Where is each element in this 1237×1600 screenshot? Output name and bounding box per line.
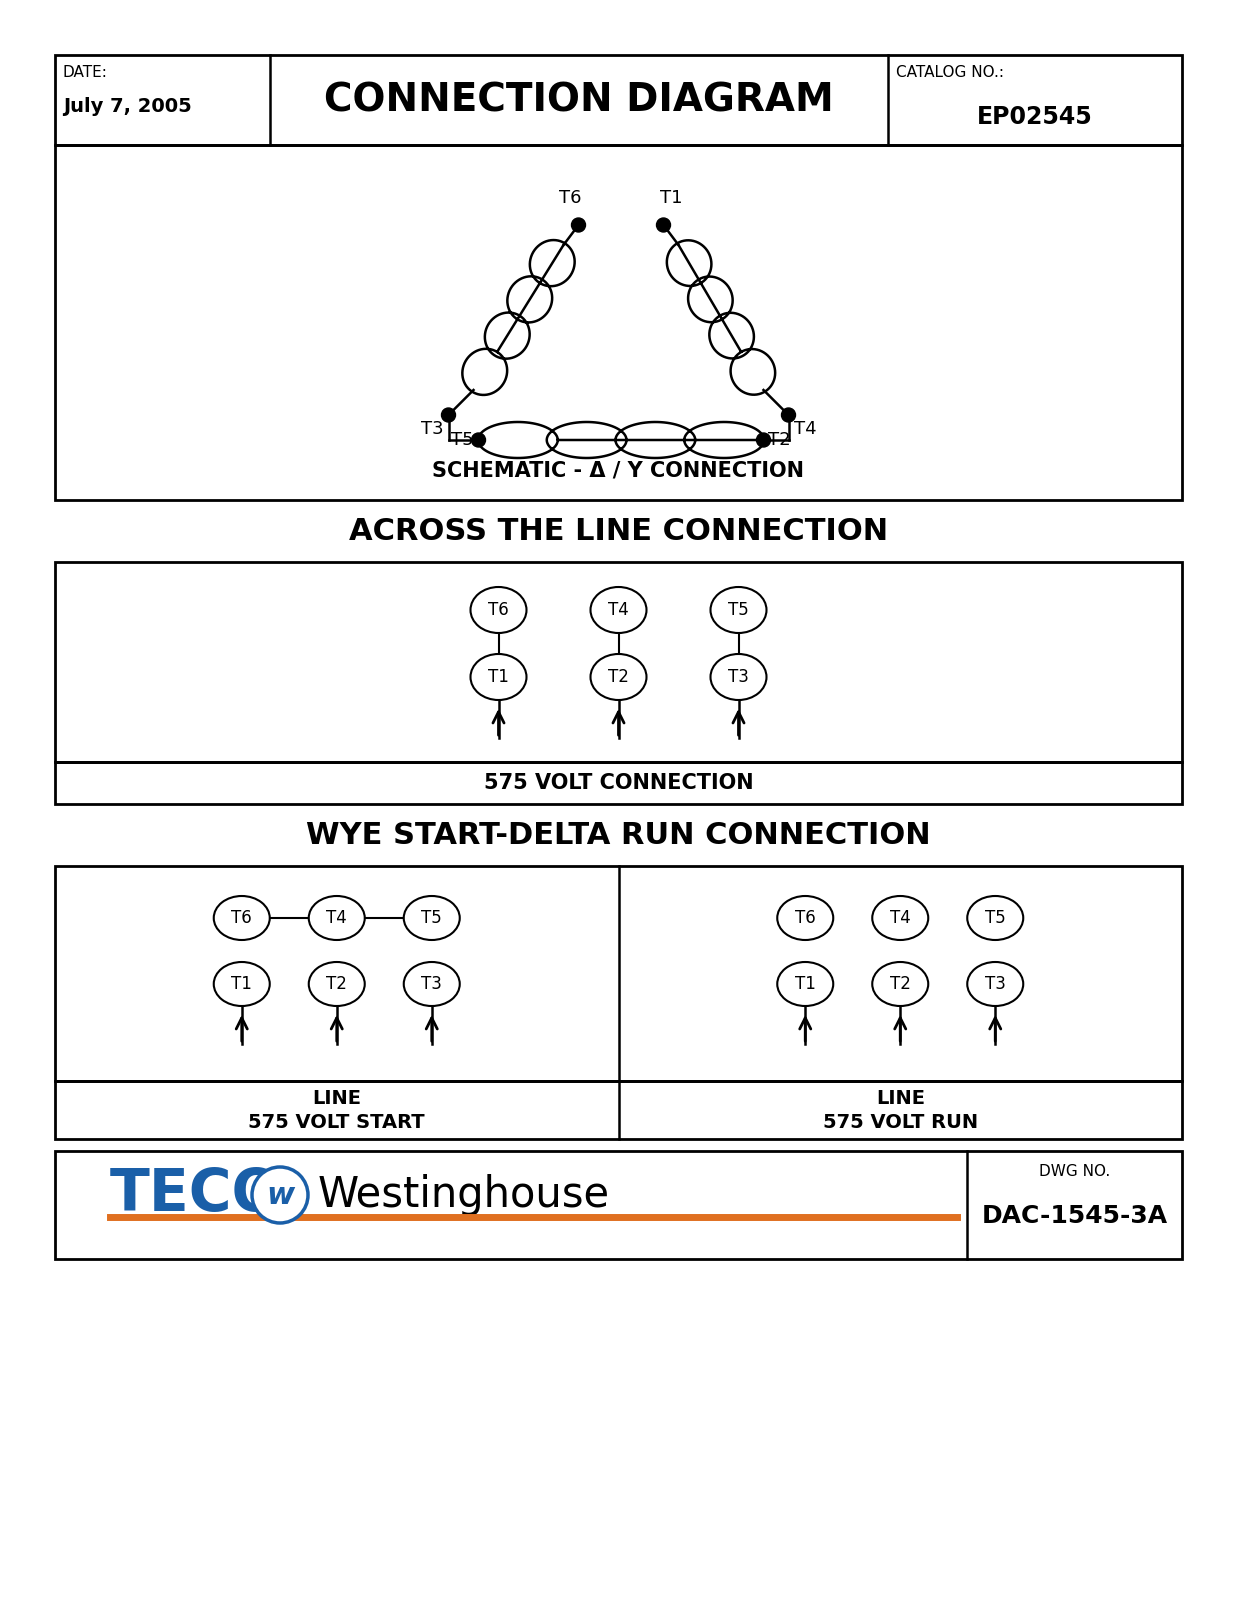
Text: Westinghouse: Westinghouse: [318, 1174, 610, 1216]
Text: T6: T6: [489, 602, 508, 619]
Text: T3: T3: [985, 974, 1006, 994]
Text: T5: T5: [450, 430, 474, 450]
Ellipse shape: [214, 962, 270, 1006]
Text: SCHEMATIC - Δ / Y CONNECTION: SCHEMATIC - Δ / Y CONNECTION: [433, 461, 804, 480]
Bar: [54, 562, 1183, 762]
Circle shape: [657, 218, 670, 232]
Ellipse shape: [872, 896, 928, 939]
Text: T1: T1: [795, 974, 815, 994]
Text: T2: T2: [327, 974, 348, 994]
Ellipse shape: [309, 962, 365, 1006]
Text: LINE: LINE: [876, 1090, 925, 1109]
Text: T5: T5: [422, 909, 442, 926]
Bar: [54, 54, 1183, 146]
Text: CATALOG NO.:: CATALOG NO.:: [896, 66, 1004, 80]
Circle shape: [252, 1166, 308, 1222]
Ellipse shape: [590, 654, 647, 701]
Text: T1: T1: [231, 974, 252, 994]
Text: ACROSS THE LINE CONNECTION: ACROSS THE LINE CONNECTION: [349, 517, 888, 546]
Bar: [54, 762, 1183, 803]
Ellipse shape: [590, 587, 647, 634]
Bar: [54, 866, 1183, 1082]
Circle shape: [471, 434, 485, 446]
Text: T2: T2: [609, 669, 628, 686]
Ellipse shape: [309, 896, 365, 939]
Text: WYE START-DELTA RUN CONNECTION: WYE START-DELTA RUN CONNECTION: [307, 821, 930, 850]
Text: T3: T3: [421, 419, 444, 438]
Ellipse shape: [403, 896, 460, 939]
Text: 575 VOLT CONNECTION: 575 VOLT CONNECTION: [484, 773, 753, 794]
Circle shape: [757, 434, 771, 446]
Text: T2: T2: [889, 974, 910, 994]
Text: T1: T1: [661, 189, 683, 206]
Circle shape: [442, 408, 455, 422]
Text: TECO: TECO: [110, 1166, 282, 1224]
Text: DWG NO.: DWG NO.: [1039, 1163, 1110, 1179]
Text: T3: T3: [422, 974, 442, 994]
Bar: [54, 1150, 1183, 1259]
Text: w: w: [266, 1181, 294, 1210]
Ellipse shape: [403, 962, 460, 1006]
Ellipse shape: [777, 962, 834, 1006]
Text: LINE: LINE: [312, 1090, 361, 1109]
Bar: [54, 1082, 1183, 1139]
Circle shape: [782, 408, 795, 422]
Text: DAC-1545-3A: DAC-1545-3A: [981, 1203, 1168, 1229]
Bar: [54, 146, 1183, 499]
Ellipse shape: [967, 896, 1023, 939]
Text: T4: T4: [793, 419, 816, 438]
Text: T4: T4: [609, 602, 628, 619]
Ellipse shape: [470, 654, 527, 701]
Text: T4: T4: [327, 909, 348, 926]
Ellipse shape: [470, 587, 527, 634]
Ellipse shape: [214, 896, 270, 939]
Text: EP02545: EP02545: [977, 106, 1092, 130]
Ellipse shape: [872, 962, 928, 1006]
Ellipse shape: [710, 587, 767, 634]
Text: T6: T6: [795, 909, 815, 926]
Text: July 7, 2005: July 7, 2005: [63, 98, 192, 117]
Text: T3: T3: [729, 669, 748, 686]
Text: DATE:: DATE:: [63, 66, 108, 80]
Text: T2: T2: [768, 430, 792, 450]
Text: T5: T5: [985, 909, 1006, 926]
Text: T6: T6: [231, 909, 252, 926]
Text: 575 VOLT RUN: 575 VOLT RUN: [823, 1114, 977, 1133]
Circle shape: [571, 218, 585, 232]
Text: T5: T5: [729, 602, 748, 619]
Ellipse shape: [967, 962, 1023, 1006]
Text: T6: T6: [559, 189, 581, 206]
Text: 575 VOLT START: 575 VOLT START: [249, 1114, 426, 1133]
Ellipse shape: [710, 654, 767, 701]
Text: CONNECTION DIAGRAM: CONNECTION DIAGRAM: [324, 82, 834, 118]
Ellipse shape: [777, 896, 834, 939]
Text: T4: T4: [889, 909, 910, 926]
Text: T1: T1: [489, 669, 508, 686]
